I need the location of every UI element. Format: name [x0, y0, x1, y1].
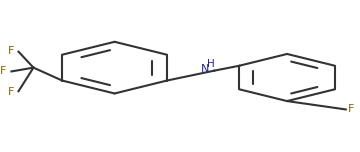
- Text: F: F: [348, 104, 355, 114]
- Text: F: F: [8, 87, 14, 97]
- Text: N: N: [201, 64, 210, 74]
- Text: H: H: [207, 59, 215, 69]
- Text: F: F: [0, 66, 6, 76]
- Text: F: F: [8, 46, 14, 56]
